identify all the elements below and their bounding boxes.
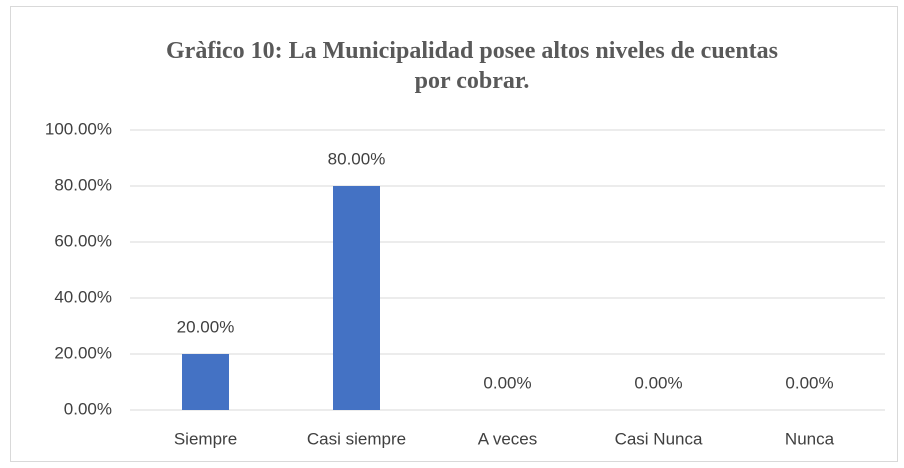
y-tick-label: 40.00% (54, 287, 112, 306)
y-tick-label: 0.00% (64, 399, 112, 418)
x-tick-label: Casi siempre (307, 429, 406, 448)
x-tick-label: Nunca (785, 429, 835, 448)
x-tick-label: A veces (478, 429, 538, 448)
value-label: 0.00% (785, 373, 833, 392)
bar (333, 186, 380, 410)
value-label: 0.00% (483, 373, 531, 392)
value-label: 80.00% (328, 149, 386, 168)
bar (182, 354, 229, 410)
y-tick-label: 100.00% (45, 119, 112, 138)
value-label: 20.00% (177, 317, 235, 336)
chart-title: Gràfico 10: La Municipalidad posee altos… (166, 38, 778, 94)
y-tick-label: 60.00% (54, 231, 112, 250)
value-label: 0.00% (634, 373, 682, 392)
y-tick-label: 80.00% (54, 175, 112, 194)
x-tick-label: Siempre (174, 429, 237, 448)
x-tick-label: Casi Nunca (615, 429, 703, 448)
y-tick-label: 20.00% (54, 343, 112, 362)
chart-frame (10, 6, 898, 462)
